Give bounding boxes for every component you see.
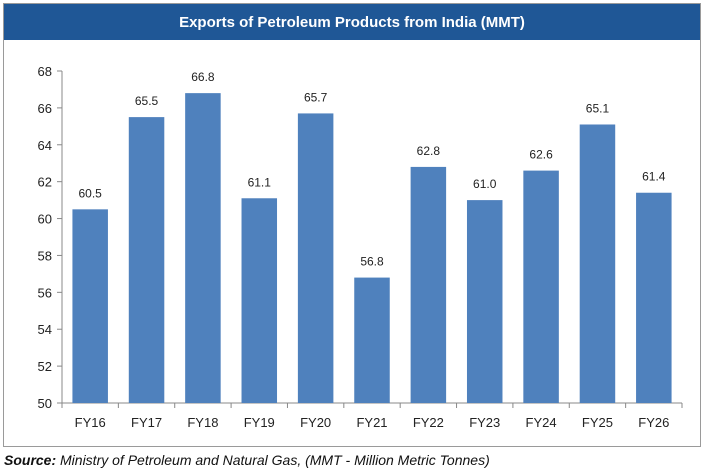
bar-value-label: 61.0 (473, 177, 497, 191)
source-label: Source: (4, 452, 57, 468)
chart-title: Exports of Petroleum Products from India… (4, 4, 700, 40)
x-category-label: FY21 (356, 415, 387, 430)
y-tick-label: 52 (38, 359, 52, 374)
y-tick-label: 60 (38, 212, 52, 227)
bar-value-label: 65.5 (135, 94, 159, 108)
y-tick-label: 68 (38, 64, 52, 79)
bar-value-label: 65.7 (304, 90, 328, 104)
x-category-label: FY26 (638, 415, 669, 430)
y-tick-label: 62 (38, 175, 52, 190)
y-tick-label: 66 (38, 101, 52, 116)
y-tick-label: 50 (38, 396, 52, 411)
x-category-label: FY25 (582, 415, 613, 430)
bar-chart: 50 52 54 56 58 60 62 64 66 68 60.5 FY16 65.5 FY17 66.8… (38, 64, 683, 430)
bar-value-label: 61.4 (642, 170, 666, 184)
bar-value-label: 60.5 (79, 186, 103, 200)
bar (579, 124, 616, 403)
bar (297, 113, 334, 403)
x-category-label: FY16 (75, 415, 106, 430)
bar (185, 93, 221, 403)
source-note: Source: Ministry of Petroleum and Natura… (4, 452, 490, 468)
x-category-label: FY23 (469, 415, 500, 430)
bar (72, 209, 108, 403)
chart-frame: Exports of Petroleum Products from India… (3, 3, 701, 447)
x-category-label: FY24 (526, 415, 557, 430)
bar-value-label: 56.8 (360, 255, 384, 269)
bar-value-label: 61.1 (248, 175, 272, 189)
bar (241, 198, 278, 403)
bar-value-label: 65.1 (586, 101, 610, 115)
bar-value-label: 62.6 (529, 148, 553, 162)
x-category-label: FY18 (187, 415, 218, 430)
bar-value-label: 66.8 (191, 70, 215, 84)
bar (410, 166, 447, 403)
bar (466, 200, 503, 403)
x-category-label: FY19 (244, 415, 275, 430)
bar (523, 170, 559, 403)
y-tick-label: 56 (38, 285, 52, 300)
x-category-label: FY20 (300, 415, 331, 430)
source-text: Ministry of Petroleum and Natural Gas, (… (56, 452, 490, 468)
bar (128, 117, 165, 403)
bar-value-label: 62.8 (417, 144, 441, 158)
x-category-label: FY22 (413, 415, 444, 430)
y-tick-label: 58 (38, 248, 52, 263)
x-category-label: FY17 (131, 415, 162, 430)
y-tick-label: 54 (38, 322, 52, 337)
y-tick-label: 64 (38, 138, 52, 153)
bar (354, 277, 390, 403)
bar (636, 192, 672, 403)
